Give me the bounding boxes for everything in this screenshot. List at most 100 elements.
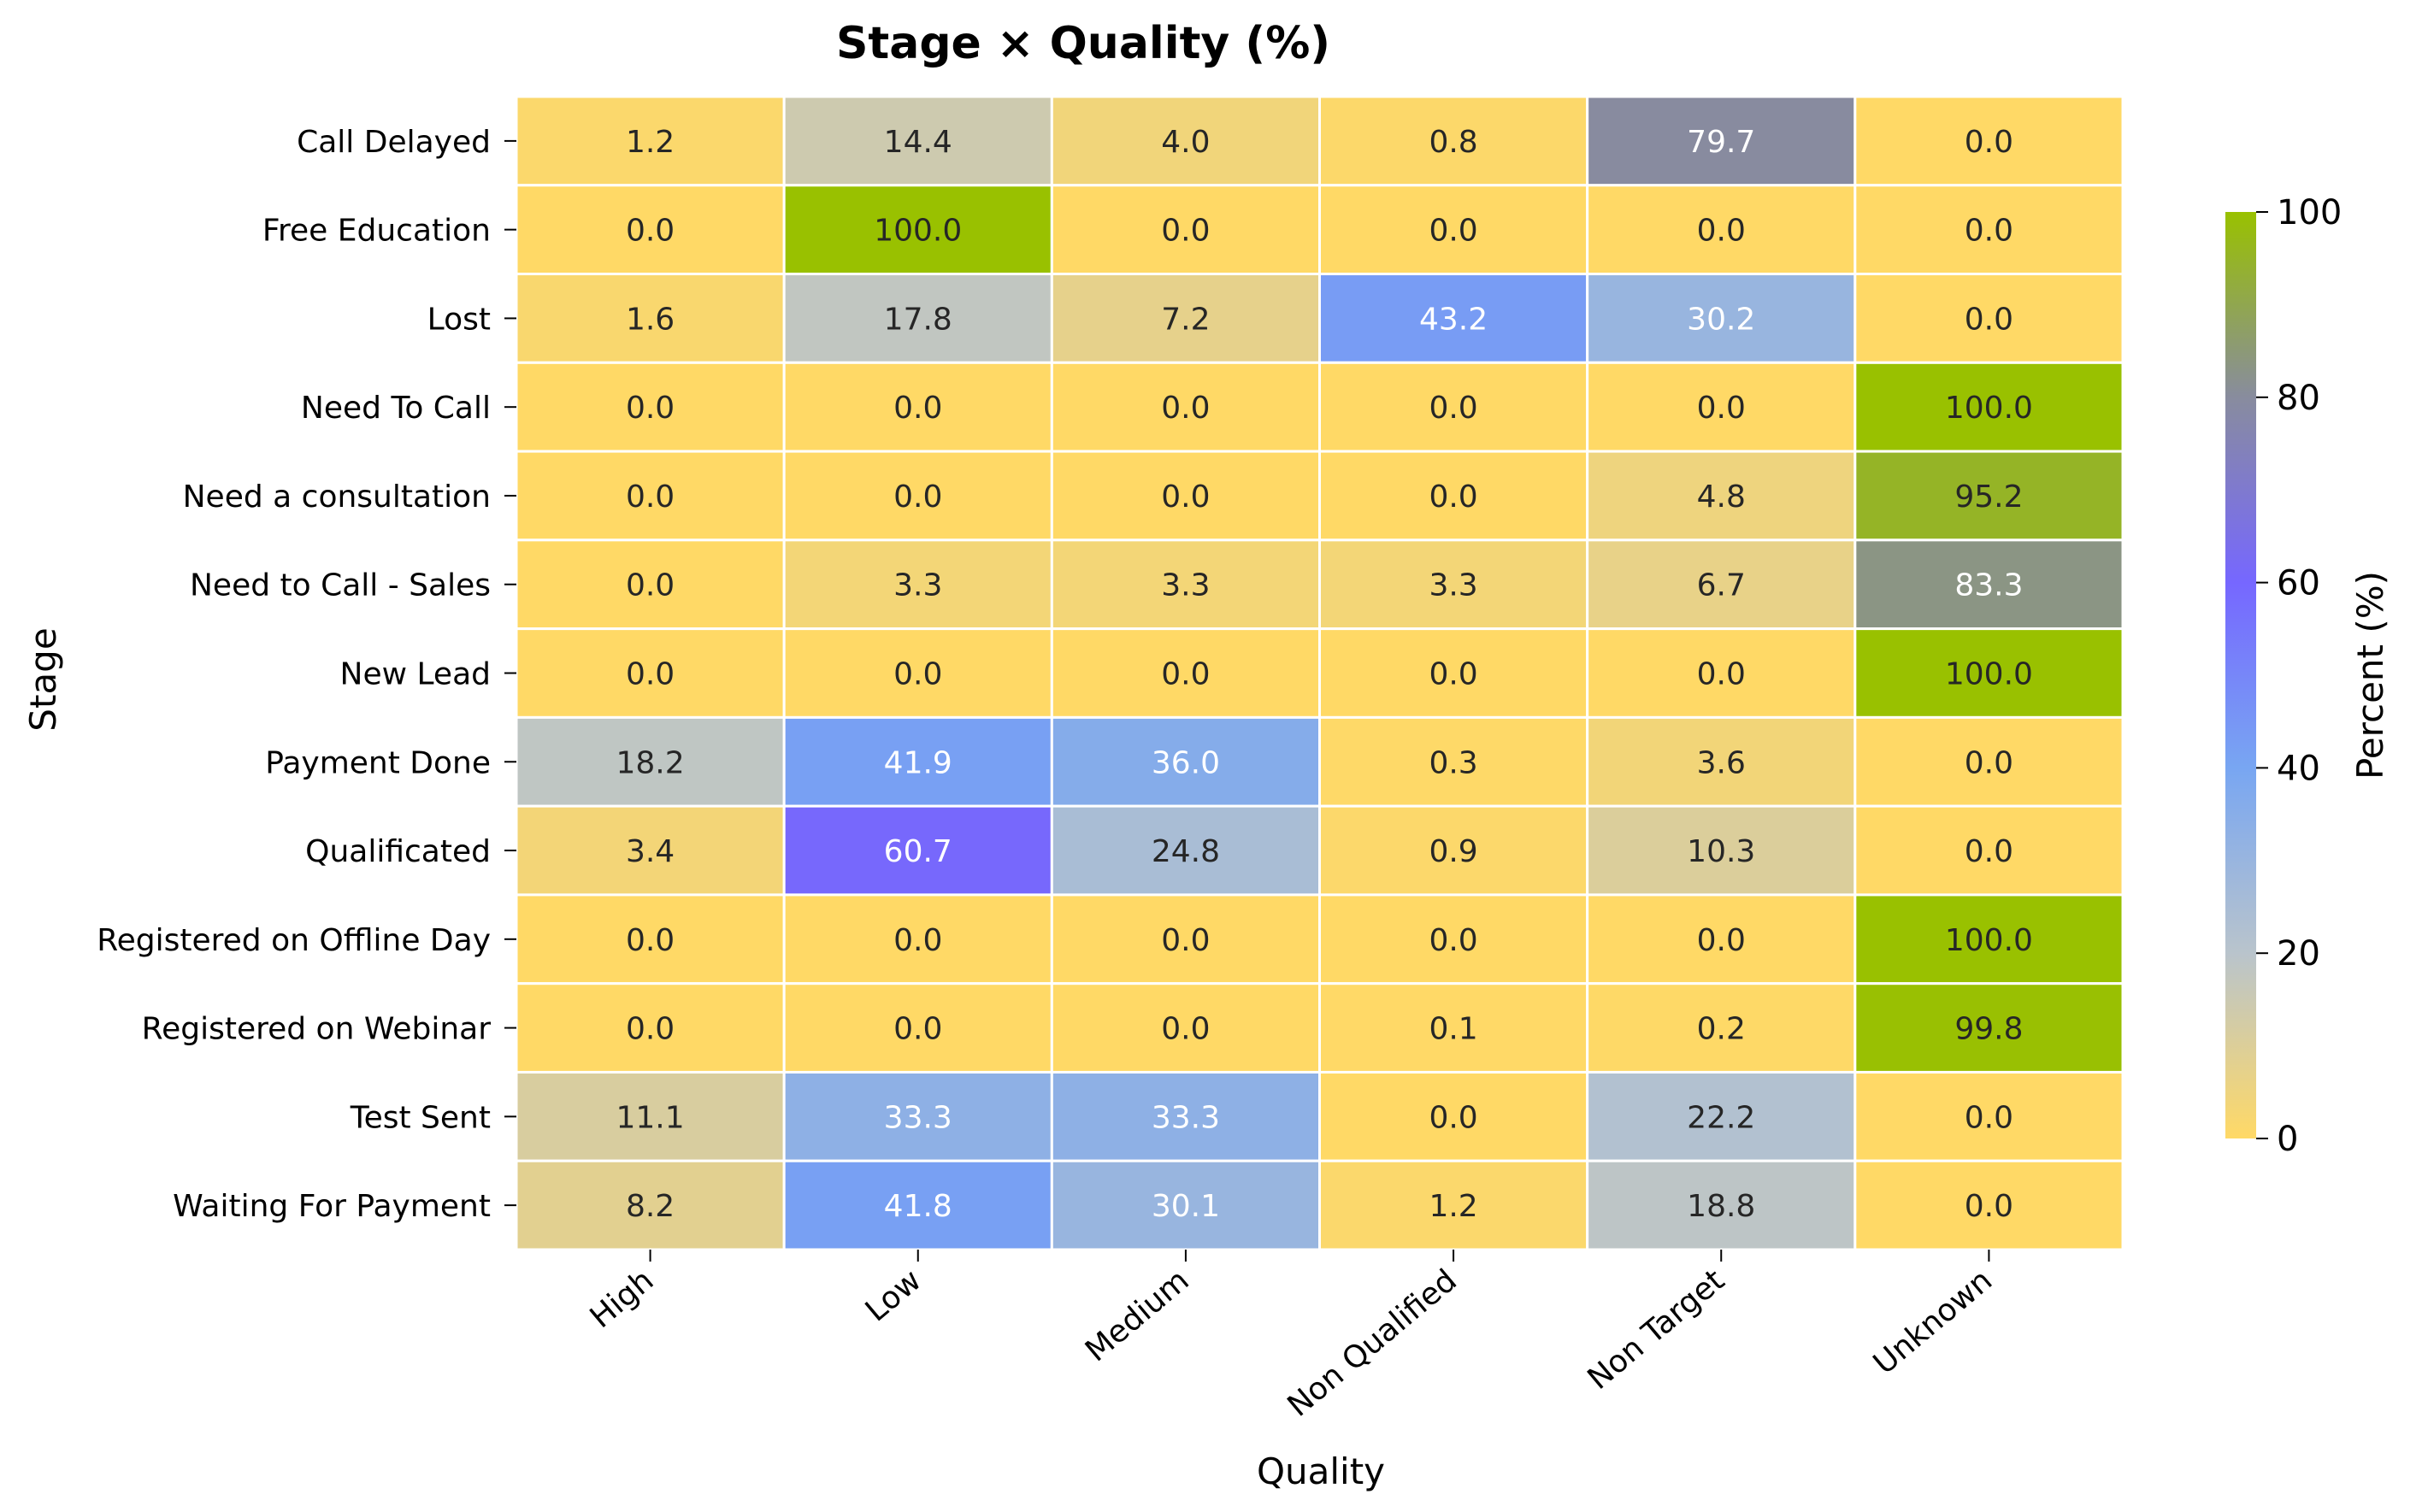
cell-value-label: 8.2 <box>626 1189 675 1224</box>
x-axis: High Low Medium Non Qualified Non Target Unkn… <box>584 1250 1999 1424</box>
cell-value-label: 41.9 <box>884 745 952 780</box>
cell-lost-non-qualified <box>1318 273 1589 364</box>
cell-value-label: 3.3 <box>1429 568 1477 603</box>
cell-value-label: 0.0 <box>1161 214 1210 249</box>
cell-waiting-for-payment-low <box>782 1159 1053 1251</box>
cell-value-label: 0.0 <box>1429 214 1477 249</box>
cell-value-label: 6.7 <box>1697 568 1746 603</box>
cell-need-a-consultation-non-target <box>1586 450 1857 542</box>
cell-value-label: 60.7 <box>884 834 952 869</box>
x-tick-label: Non Target <box>1582 1262 1731 1396</box>
cell-value-label: 36.0 <box>1152 745 1220 780</box>
y-tick-label: Registered on Offline Day <box>97 923 491 958</box>
chart-title: Stage × Quality (%) <box>836 18 1330 69</box>
cell-qualificated-non-target <box>1586 804 1857 897</box>
cell-value-label: 41.8 <box>884 1189 952 1224</box>
y-tick-label: Test Sent <box>350 1100 491 1135</box>
y-tick-label: Payment Done <box>265 745 491 780</box>
cell-need-to-call-sales-unknown <box>1853 538 2124 631</box>
cell-value-label: 0.0 <box>1161 657 1210 692</box>
colorbar-tick-label: 20 <box>2277 934 2320 974</box>
heatmap-cell-labels: 1.2 14.4 4.0 0.8 79.7 0.0 0.0 100.0 0.0 0.0 0.0 0.0… <box>616 125 2033 1224</box>
cell-need-a-consultation-non-qualified <box>1318 450 1589 542</box>
cell-value-label: 0.0 <box>1965 214 2013 249</box>
cell-free-education-unknown <box>1853 184 2124 276</box>
colorbar-ticks: 0 20 40 60 80 100 <box>2256 193 2342 1159</box>
y-tick-label: Need To Call <box>301 391 491 426</box>
colorbar-tick-label: 0 <box>2277 1120 2298 1159</box>
colorbar-tick-label: 60 <box>2277 564 2320 603</box>
cell-value-label: 83.3 <box>1954 568 2023 603</box>
cell-payment-done-non-target <box>1586 715 1857 808</box>
cell-value-label: 17.8 <box>884 302 952 337</box>
colorbar: 0 20 40 60 80 100 Percent (%) <box>2225 193 2391 1159</box>
cell-value-label: 3.6 <box>1697 745 1746 780</box>
cell-value-label: 4.0 <box>1161 125 1210 160</box>
cell-value-label: 99.8 <box>1954 1012 2023 1047</box>
cell-call-delayed-medium <box>1050 95 1322 187</box>
cell-value-label: 0.8 <box>1429 125 1477 160</box>
colorbar-tick-label: 40 <box>2277 749 2320 788</box>
cell-value-label: 0.0 <box>1965 125 2013 160</box>
y-tick-label: Lost <box>427 302 491 337</box>
cell-value-label: 0.0 <box>626 1012 675 1047</box>
cell-qualificated-low <box>782 804 1053 897</box>
cell-value-label: 0.0 <box>1697 391 1746 426</box>
cell-value-label: 0.0 <box>893 1012 942 1047</box>
cell-value-label: 0.1 <box>1429 1012 1477 1047</box>
cell-waiting-for-payment-unknown <box>1853 1159 2124 1251</box>
cell-value-label: 0.0 <box>1697 657 1746 692</box>
cell-test-sent-high <box>515 1070 786 1162</box>
cell-value-label: 0.0 <box>1429 479 1477 515</box>
cell-value-label: 0.0 <box>626 214 675 249</box>
x-tick-label: Unknown <box>1867 1262 1999 1381</box>
cell-value-label: 0.0 <box>893 657 942 692</box>
cell-need-to-call-non-qualified <box>1318 361 1589 453</box>
cell-waiting-for-payment-high <box>515 1159 786 1251</box>
x-tick-label: High <box>584 1262 661 1335</box>
cell-qualificated-medium <box>1050 804 1322 897</box>
cell-value-label: 0.0 <box>626 923 675 958</box>
cell-value-label: 0.0 <box>626 391 675 426</box>
cell-value-label: 33.3 <box>884 1100 952 1135</box>
cell-value-label: 100.0 <box>874 214 962 249</box>
colorbar-tick-label: 100 <box>2277 193 2342 232</box>
cell-value-label: 0.3 <box>1429 745 1477 780</box>
y-tick-label: Need a consultation <box>183 479 491 515</box>
cell-value-label: 30.1 <box>1152 1189 1220 1224</box>
cell-lost-non-target <box>1586 273 1857 364</box>
cell-value-label: 11.1 <box>616 1100 685 1135</box>
x-axis-label: Quality <box>1257 1450 1385 1492</box>
cell-value-label: 7.2 <box>1161 302 1210 337</box>
y-tick-label: Registered on Webinar <box>142 1012 492 1047</box>
cell-value-label: 79.7 <box>1687 125 1755 160</box>
cell-registered-on-webinar-unknown <box>1853 982 2124 1074</box>
cell-free-education-non-qualified <box>1318 184 1589 276</box>
cell-value-label: 0.0 <box>893 391 942 426</box>
cell-value-label: 33.3 <box>1152 1100 1220 1135</box>
cell-value-label: 100.0 <box>1945 391 2033 426</box>
cell-payment-done-unknown <box>1853 715 2124 808</box>
cell-new-lead-unknown <box>1853 627 2124 719</box>
cell-need-a-consultation-unknown <box>1853 450 2124 542</box>
cell-value-label: 0.0 <box>626 657 675 692</box>
cell-need-to-call-high <box>515 361 786 453</box>
y-tick-label: Call Delayed <box>297 125 491 160</box>
cell-value-label: 18.8 <box>1687 1189 1755 1224</box>
cell-new-lead-high <box>515 627 786 719</box>
cell-new-lead-medium <box>1050 627 1322 719</box>
cell-waiting-for-payment-medium <box>1050 1159 1322 1251</box>
cell-registered-on-offline-day-high <box>515 893 786 985</box>
cell-value-label: 3.3 <box>1161 568 1210 603</box>
cell-value-label: 10.3 <box>1687 834 1755 869</box>
cell-value-label: 100.0 <box>1945 923 2033 958</box>
cell-qualificated-high <box>515 804 786 897</box>
cell-registered-on-webinar-non-qualified <box>1318 982 1589 1074</box>
cell-qualificated-unknown <box>1853 804 2124 897</box>
cell-need-a-consultation-medium <box>1050 450 1322 542</box>
cell-free-education-low <box>782 184 1053 276</box>
cell-need-to-call-medium <box>1050 361 1322 453</box>
cell-value-label: 0.0 <box>1965 834 2013 869</box>
cell-value-label: 1.2 <box>626 125 675 160</box>
cell-value-label: 43.2 <box>1419 302 1488 337</box>
